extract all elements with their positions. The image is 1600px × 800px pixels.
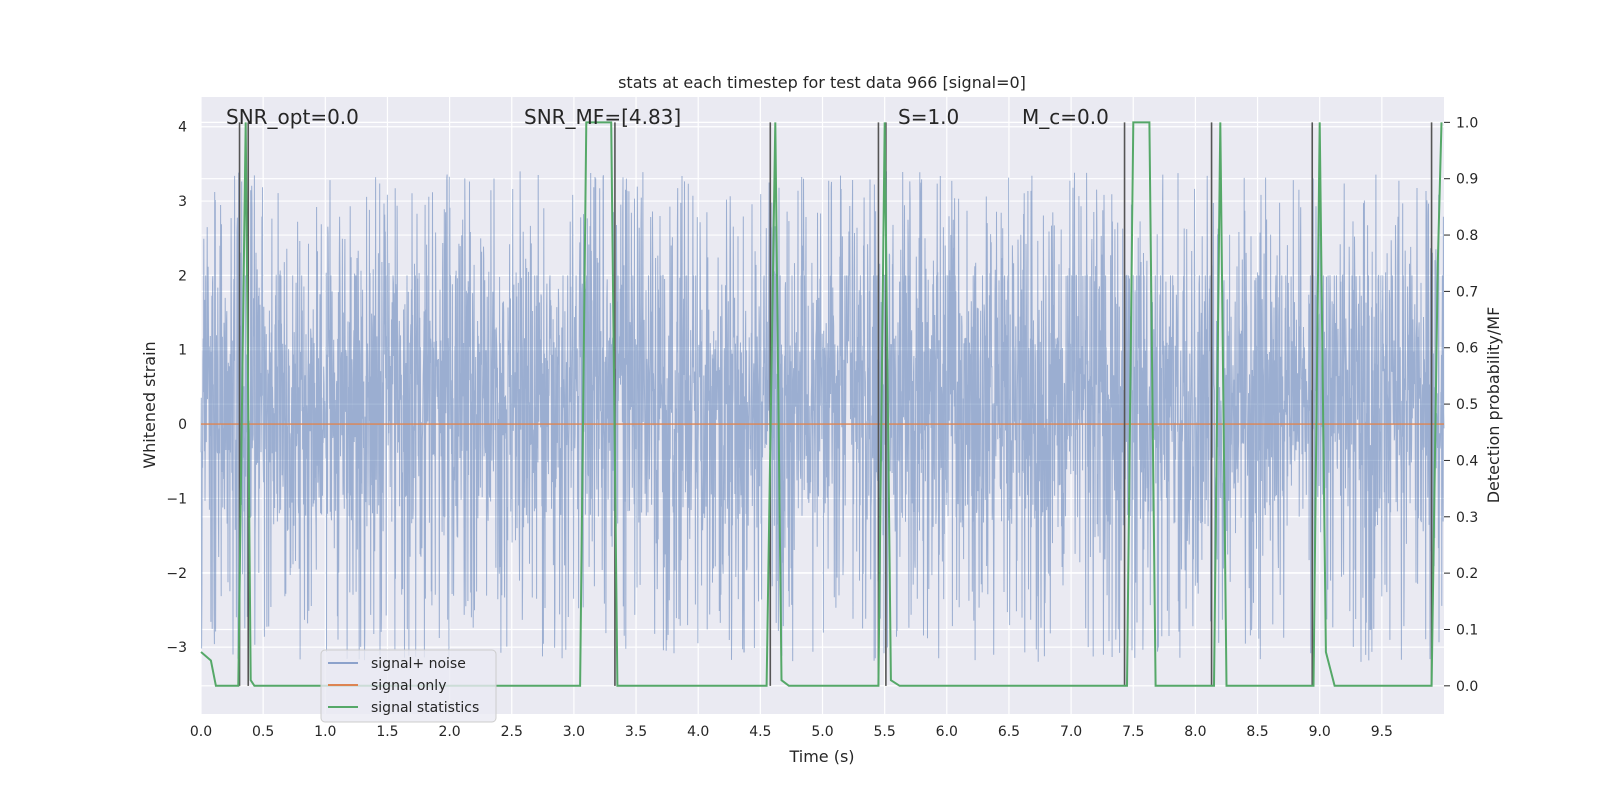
y2-tick-label: 1.0 [1456,115,1478,131]
y2-tick-label: 0.3 [1456,510,1478,526]
legend-label-signal-noise: signal+ noise [371,656,466,672]
x-tick-label: 1.5 [376,724,398,740]
x-tick-label: 1.0 [314,724,336,740]
legend-label-signal-only: signal only [371,678,446,694]
y2-tick-label: 0.4 [1456,453,1478,469]
y2-tick-label: 0.6 [1456,341,1478,357]
y-tick-label: −1 [166,491,187,507]
x-tick-label: 3.5 [625,724,647,740]
x-axis-ticks: 0.0 0.5 1.0 1.5 2.0 2.5 3.0 3.5 4.0 4.5 5.0 5.5 6.0 6… [190,724,1393,740]
annotation-s: S=1.0 [898,105,959,129]
y2-tick-label: 0.2 [1456,566,1478,582]
y-axis-ticks: −3 −2 −1 0 1 2 3 4 [166,120,187,656]
y2-tick-label: 0.1 [1456,622,1478,638]
chart-title: stats at each timestep for test data 966… [618,73,1026,92]
x-tick-label: 9.0 [1309,724,1331,740]
x-tick-label: 2.5 [501,724,523,740]
legend-label-signal-statistics: signal statistics [371,700,479,716]
y-tick-label: −2 [166,566,187,582]
x-tick-label: 8.0 [1184,724,1206,740]
y-tick-label: 4 [178,120,187,136]
annotation-snr-opt: SNR_opt=0.0 [226,105,359,129]
x-axis-label: Time (s) [788,747,854,766]
x-tick-label: 7.0 [1060,724,1082,740]
x-tick-label: 6.5 [998,724,1020,740]
signal-noise-line [200,171,1445,662]
x-tick-label: 5.0 [811,724,833,740]
x-tick-label: 4.5 [749,724,771,740]
x-tick-label: 8.5 [1246,724,1268,740]
x-tick-label: 5.5 [874,724,896,740]
x-tick-label: 9.5 [1371,724,1393,740]
annotations: SNR_opt=0.0 SNR_MF=[4.83] S=1.0 M_c=0.0 [226,105,1109,129]
y-tick-label: 1 [178,343,187,359]
legend: signal+ noise signal only signal statist… [320,649,497,723]
y-axis-label: Whitened strain [140,341,159,468]
x-tick-label: 6.0 [936,724,958,740]
y2-axis-ticks: 0.0 0.1 0.2 0.3 0.4 0.5 0.6 0.7 0.8 0.9 1.0 [1444,115,1478,695]
x-tick-label: 0.5 [252,724,274,740]
signal-statistics-line [200,121,1443,687]
y-tick-label: 0 [178,417,187,433]
y-tick-label: −3 [166,640,187,656]
y2-tick-label: 0.7 [1456,284,1478,300]
y2-tick-label: 0.5 [1456,397,1478,413]
x-tick-label: 4.0 [687,724,709,740]
legend-box [320,649,497,723]
y-tick-label: 2 [178,268,187,284]
annotation-mc: M_c=0.0 [1022,105,1109,129]
annotation-snr-mf: SNR_MF=[4.83] [524,105,681,129]
y2-tick-label: 0.9 [1456,172,1478,188]
x-tick-label: 0.0 [190,724,212,740]
y-tick-label: 3 [178,194,187,210]
series-signal-noise [200,171,1445,662]
y2-tick-label: 0.0 [1456,679,1478,695]
x-tick-label: 7.5 [1122,724,1144,740]
x-tick-label: 3.0 [563,724,585,740]
x-tick-label: 2.0 [438,724,460,740]
y2-axis-label: Detection probability/MF [1484,307,1503,504]
y2-tick-label: 0.8 [1456,228,1478,244]
series-signal-statistics [200,121,1443,687]
